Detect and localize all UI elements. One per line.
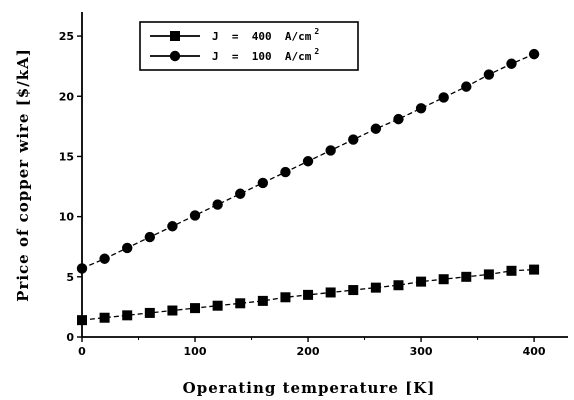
x-tick-label: 300 xyxy=(410,345,433,358)
series-layer xyxy=(76,48,540,326)
data-point xyxy=(438,92,449,103)
legend-marker xyxy=(170,31,180,41)
legend: J = 400 A/cm 2 J = 100 A/cm 2 xyxy=(139,21,359,71)
data-point xyxy=(528,48,540,60)
data-point xyxy=(167,305,178,316)
data-point xyxy=(415,103,427,114)
data-point xyxy=(348,134,359,145)
data-point xyxy=(144,307,155,318)
x-tick-label: 400 xyxy=(523,345,546,358)
data-point xyxy=(348,285,359,296)
y-tick-label: 20 xyxy=(59,90,75,103)
data-point xyxy=(506,58,517,69)
legend-box xyxy=(139,21,359,71)
data-point xyxy=(122,242,133,254)
data-point xyxy=(257,177,269,189)
data-point xyxy=(212,199,223,210)
data-point xyxy=(189,210,201,221)
y-tick-label: 15 xyxy=(59,150,74,163)
data-point xyxy=(122,310,133,321)
x-tick-label: 0 xyxy=(78,345,86,358)
legend-label: J = 400 A/cm 2 xyxy=(212,27,319,43)
data-point xyxy=(303,289,314,300)
y-tick-label: 0 xyxy=(66,331,74,344)
data-point xyxy=(461,81,472,92)
data-point xyxy=(280,292,291,303)
data-point xyxy=(325,145,336,156)
y-tick-label: 10 xyxy=(59,211,75,224)
data-point xyxy=(99,253,110,264)
data-point xyxy=(393,113,404,125)
data-point xyxy=(235,298,246,309)
data-point xyxy=(235,188,246,199)
x-tick-label: 100 xyxy=(184,345,207,358)
data-point xyxy=(370,123,382,134)
data-point xyxy=(167,221,178,232)
data-point xyxy=(212,300,223,311)
data-point xyxy=(370,282,381,293)
data-point xyxy=(325,287,336,298)
legend-marker xyxy=(169,50,181,62)
series-square xyxy=(77,264,540,326)
data-point xyxy=(483,269,494,280)
series-circle xyxy=(76,48,540,274)
data-point xyxy=(438,274,449,285)
ticks: 0 5 10 15 20 25 0 100 200 300 400 xyxy=(59,30,546,358)
data-point xyxy=(77,315,87,326)
y-tick-label: 5 xyxy=(66,271,74,284)
data-point xyxy=(280,166,291,178)
data-point xyxy=(190,303,201,314)
data-point xyxy=(483,69,495,80)
data-point xyxy=(393,280,404,291)
axes xyxy=(81,12,568,338)
data-point xyxy=(76,263,88,274)
x-axis-title: Operating temperature [K] xyxy=(183,379,436,397)
data-point xyxy=(416,276,427,287)
data-point xyxy=(99,312,110,323)
data-point xyxy=(506,265,517,276)
y-tick-label: 25 xyxy=(59,30,74,43)
y-axis-title: Price of copper wire [$/kA] xyxy=(14,48,32,302)
data-point xyxy=(144,231,156,243)
data-point xyxy=(302,156,314,167)
legend-label: J = 100 A/cm 2 xyxy=(212,47,319,63)
x-tick-label: 200 xyxy=(297,345,320,358)
data-point xyxy=(461,271,472,282)
data-point xyxy=(257,295,268,306)
data-point xyxy=(529,264,540,275)
